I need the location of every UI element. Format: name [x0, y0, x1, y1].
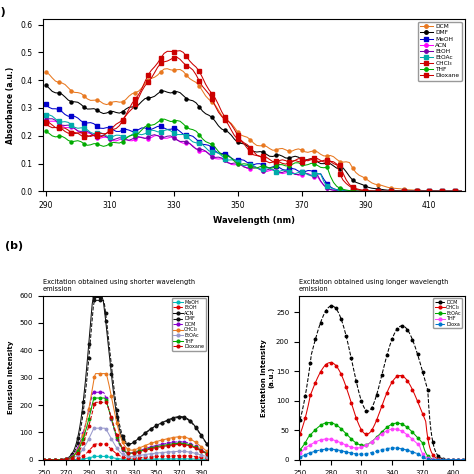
Text: Excitation obtained using longer wavelength
emission: Excitation obtained using longer wavelen…	[299, 280, 448, 292]
Y-axis label: Emission Intensity: Emission Intensity	[8, 341, 14, 414]
Text: Excitation obtained using shorter wavelength
emission: Excitation obtained using shorter wavele…	[43, 280, 195, 292]
Y-axis label: Absorbance (a.u.): Absorbance (a.u.)	[6, 66, 15, 144]
Text: (b): (b)	[5, 241, 23, 251]
Legend: DCM, DMF, MeOH, ACN, EtOH, EtOAc, CHCl₃, THF, Dioxane: DCM, DMF, MeOH, ACN, EtOH, EtOAc, CHCl₃,…	[418, 22, 462, 81]
Y-axis label: Excitation Intensity
(a.u.): Excitation Intensity (a.u.)	[262, 339, 274, 417]
Text: (a): (a)	[0, 7, 6, 17]
X-axis label: Wavelength (nm): Wavelength (nm)	[213, 216, 294, 225]
Legend: MeOH, EtOH, ACN, DMF, DCM, CHCl₃, EtOAc, THF, Dioxane: MeOH, EtOH, ACN, DMF, DCM, CHCl₃, EtOAc,…	[172, 298, 206, 351]
Legend: DCM, CHCl₃, EtOAc, THF, Dioxa: DCM, CHCl₃, EtOAc, THF, Dioxa	[433, 298, 462, 328]
